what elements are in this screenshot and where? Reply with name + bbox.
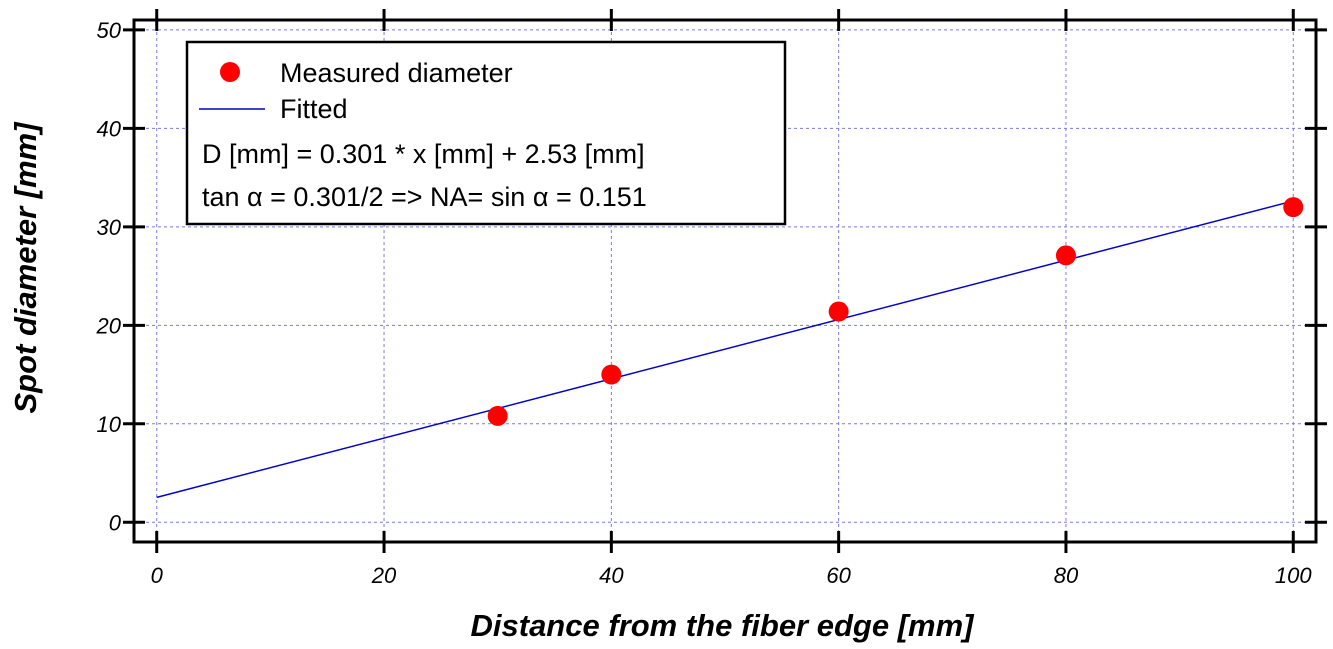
annotation-numerical-aperture: tan α = 0.301/2 => NA= sin α = 0.151 (202, 182, 647, 212)
y-axis-title: Spot diameter [mm] (8, 121, 43, 414)
x-tick-label: 80 (1054, 563, 1079, 588)
plot-border (132, 18, 1318, 544)
series-layer (156, 197, 1304, 499)
legend-box (185, 40, 787, 226)
x-tick-label: 100 (1275, 563, 1312, 588)
measured-point (1055, 245, 1076, 266)
fitted-line (156, 200, 1294, 499)
legend: Measured diameter Fitted D [mm] = 0.301 … (185, 40, 787, 226)
annotation-fit-equation: D [mm] = 0.301 * x [mm] + 2.53 [mm] (202, 139, 645, 169)
axis-ticks: 0 20 40 60 80 100 0 10 20 30 40 50 (96, 9, 1327, 588)
measured-point (487, 405, 508, 426)
x-tick-label: 40 (599, 563, 624, 588)
y-tick-label: 40 (97, 116, 122, 141)
plot-frame (132, 18, 1318, 544)
x-tick-label: 0 (151, 563, 164, 588)
x-tick-label: 60 (826, 563, 851, 588)
legend-label-fitted: Fitted (280, 94, 348, 124)
measured-point (601, 364, 622, 385)
y-tick-label: 50 (97, 18, 122, 43)
y-tick-label: 0 (109, 510, 122, 535)
measured-point (828, 301, 849, 322)
y-tick-label: 20 (96, 313, 122, 338)
legend-label-measured: Measured diameter (280, 58, 513, 88)
y-tick-label: 30 (97, 215, 122, 240)
x-axis-title: Distance from the fiber edge [mm] (471, 608, 976, 643)
x-tick-label: 20 (371, 563, 397, 588)
legend-marker-measured (220, 62, 240, 82)
y-tick-label: 10 (97, 412, 122, 437)
measured-point (1283, 197, 1304, 218)
